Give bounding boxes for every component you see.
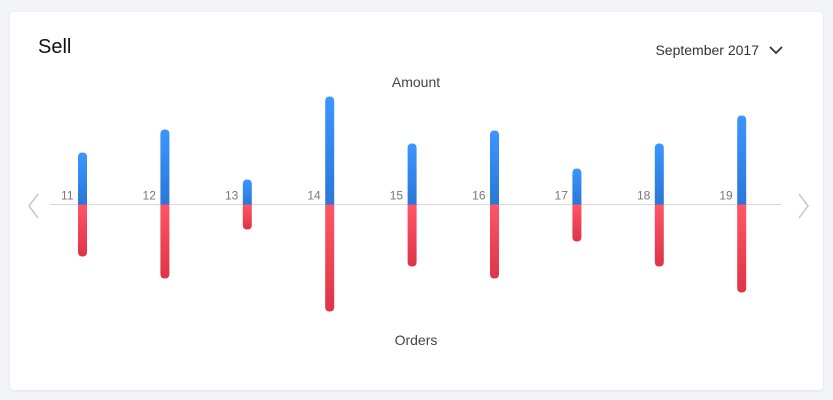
amount-bar: [325, 96, 335, 205]
month-selector[interactable]: September 2017: [655, 42, 783, 58]
chevron-down-icon: [769, 46, 783, 55]
chevron-left-icon[interactable]: [26, 192, 40, 220]
chevron-right-icon[interactable]: [797, 192, 811, 220]
orders-bar: [407, 204, 417, 267]
amount-bar: [654, 143, 664, 205]
orders-bar: [572, 204, 582, 242]
amount-bar: [737, 115, 747, 205]
amount-bar: [490, 130, 499, 205]
amount-bar: [78, 152, 87, 205]
x-tick-label: 17: [555, 189, 569, 203]
amount-bar: [160, 129, 170, 205]
x-tick-label: 13: [225, 189, 239, 203]
orders-bar: [160, 204, 170, 279]
orders-bar: [242, 204, 252, 230]
x-tick-label: 15: [390, 189, 404, 203]
card-title: Sell: [38, 36, 72, 58]
x-tick-label: 16: [472, 189, 486, 203]
x-tick-label: 14: [307, 189, 321, 203]
amount-bar: [242, 179, 252, 205]
x-tick-label: 19: [719, 189, 733, 203]
x-tick-label: 18: [637, 189, 651, 203]
month-selector-value: September 2017: [655, 42, 759, 58]
series-label-orders: Orders: [395, 332, 438, 348]
series-label-amount: Amount: [392, 74, 440, 90]
orders-bar: [490, 204, 499, 279]
x-tick-label: 12: [143, 189, 157, 203]
amount-bar: [572, 168, 582, 205]
orders-bar: [78, 204, 87, 257]
orders-bar: [325, 204, 335, 312]
orders-bar: [654, 204, 664, 267]
orders-bar: [737, 204, 747, 293]
x-tick-label: 11: [61, 189, 74, 203]
amount-bar: [407, 143, 417, 205]
